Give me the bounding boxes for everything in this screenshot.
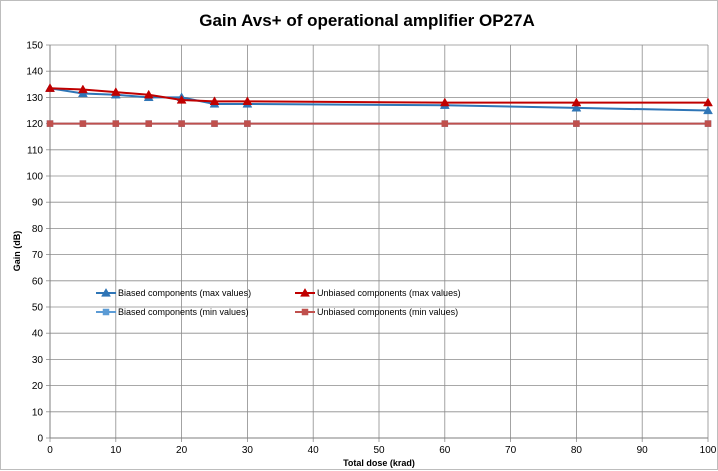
x-tick-label: 30 — [242, 445, 254, 456]
data-point — [571, 102, 582, 112]
data-point — [703, 105, 713, 115]
data-point — [101, 287, 111, 297]
chart-title: Gain Avs+ of operational amplifier OP27A — [199, 11, 535, 30]
y-axis-label: Gain (dB) — [12, 231, 22, 272]
legend-label: Unbiased components (min values) — [317, 307, 458, 317]
x-tick-label: 20 — [176, 445, 188, 456]
legend-label: Biased components (max values) — [118, 288, 251, 298]
legend: Biased components (max values) Unbiased c… — [96, 287, 461, 317]
legend-label: Biased components (min values) — [118, 307, 249, 317]
y-tick-label: 30 — [32, 355, 44, 366]
data-point — [439, 97, 450, 107]
data-point — [211, 120, 218, 127]
series-line — [49, 87, 708, 104]
data-point — [301, 308, 309, 316]
y-tick-label: 140 — [26, 67, 43, 78]
data-point — [112, 120, 120, 127]
data-point — [571, 97, 582, 107]
data-point — [46, 120, 54, 127]
series-2 — [45, 83, 713, 107]
y-tick-label: 70 — [32, 250, 44, 261]
legend-item: Unbiased components (max values) — [295, 287, 461, 298]
legend-item: Biased components (min values) — [96, 307, 249, 317]
y-tick-label: 130 — [26, 93, 43, 104]
data-point — [704, 120, 712, 127]
x-tick-label: 0 — [47, 445, 53, 456]
legend-item: Unbiased components (min values) — [295, 307, 458, 317]
y-tick-label: 40 — [32, 329, 44, 340]
x-tick-label: 40 — [308, 445, 320, 456]
data-point — [143, 89, 154, 99]
x-tick-label: 60 — [439, 445, 451, 456]
y-tick-label: 0 — [37, 434, 43, 445]
data-point — [242, 96, 253, 105]
y-tick-label: 10 — [32, 407, 44, 418]
data-point — [573, 120, 580, 127]
data-point — [110, 87, 121, 96]
x-tick-label: 100 — [700, 445, 717, 456]
series-4 — [46, 120, 712, 127]
data-point — [703, 97, 713, 107]
x-tick-label: 10 — [110, 445, 122, 456]
y-tick-label: 110 — [27, 145, 43, 156]
y-tick-label: 90 — [32, 198, 44, 209]
data-point — [178, 120, 185, 127]
y-tick-label: 20 — [32, 381, 44, 392]
data-point — [176, 95, 187, 104]
series-layer — [45, 83, 713, 127]
data-point — [209, 96, 220, 105]
y-tick-label: 80 — [32, 224, 44, 235]
y-tick-label: 60 — [32, 276, 44, 287]
x-tick-label: 80 — [571, 445, 583, 456]
y-tick-label: 150 — [26, 41, 43, 52]
data-point — [441, 120, 449, 127]
x-tick-label: 70 — [505, 445, 517, 456]
data-point — [79, 120, 87, 127]
legend-item: Biased components (max values) — [96, 287, 251, 298]
data-point — [145, 120, 152, 127]
data-point — [300, 287, 310, 297]
x-tick-label: 50 — [373, 445, 385, 456]
data-point — [244, 120, 251, 127]
y-tick-label: 120 — [26, 119, 43, 130]
axes: 0 10 20 30 40 50 60 70 80 90 100 110 120 130 140 150 0 10… — [26, 41, 716, 457]
data-point — [77, 84, 88, 94]
x-tick-label: 90 — [637, 445, 649, 456]
y-tick-label: 100 — [26, 172, 43, 183]
y-tick-label: 50 — [32, 303, 44, 314]
data-point — [102, 308, 110, 316]
data-point — [45, 83, 55, 92]
x-axis-label: Total dose (krad) — [343, 458, 415, 468]
legend-label: Unbiased components (max values) — [317, 288, 461, 298]
